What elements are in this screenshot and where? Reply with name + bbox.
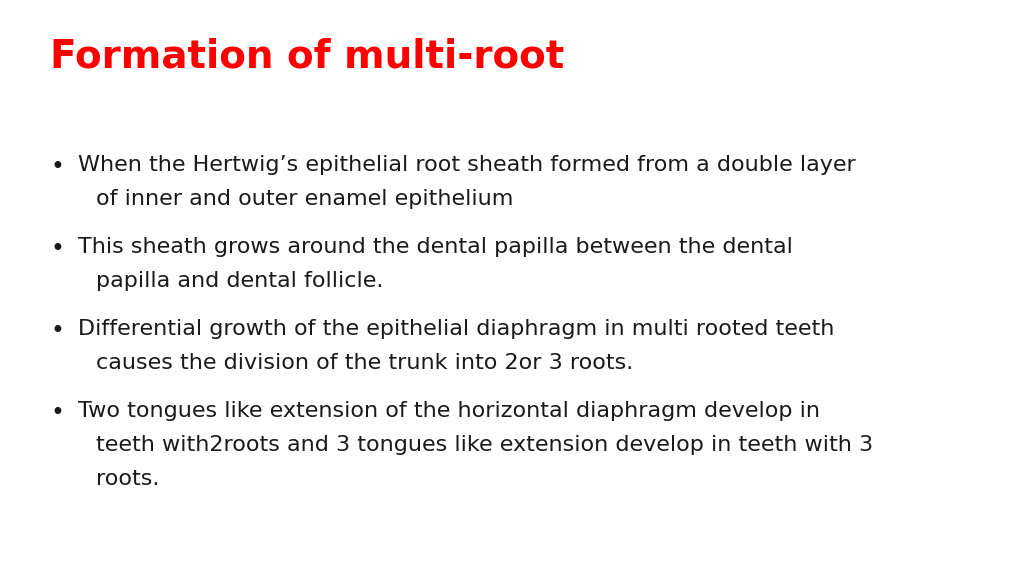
Text: Differential growth of the epithelial diaphragm in multi rooted teeth: Differential growth of the epithelial di… [78,319,835,339]
Text: When the Hertwig’s epithelial root sheath formed from a double layer: When the Hertwig’s epithelial root sheat… [78,155,856,175]
Text: of inner and outer enamel epithelium: of inner and outer enamel epithelium [96,189,513,209]
Text: roots.: roots. [96,469,160,489]
Text: •: • [50,237,63,261]
Text: •: • [50,319,63,343]
Text: papilla and dental follicle.: papilla and dental follicle. [96,271,383,291]
Text: Two tongues like extension of the horizontal diaphragm develop in: Two tongues like extension of the horizo… [78,401,820,421]
Text: teeth with2roots and 3 tongues like extension develop in teeth with 3: teeth with2roots and 3 tongues like exte… [96,435,873,455]
Text: •: • [50,401,63,425]
Text: This sheath grows around the dental papilla between the dental: This sheath grows around the dental papi… [78,237,793,257]
Text: causes the division of the trunk into 2or 3 roots.: causes the division of the trunk into 2o… [96,353,633,373]
Text: Formation of multi-root: Formation of multi-root [50,38,564,76]
Text: •: • [50,155,63,179]
